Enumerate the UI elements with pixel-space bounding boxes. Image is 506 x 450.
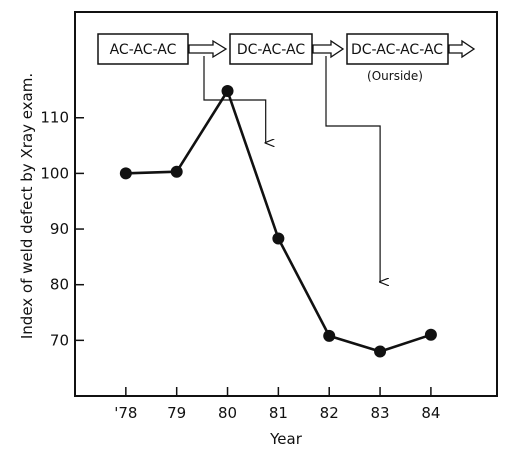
x-tick-label: 80 (218, 404, 237, 422)
y-tick-label: 70 (50, 331, 69, 349)
process-arrow-3-icon (448, 39, 476, 59)
plot-frame (74, 11, 498, 397)
series-weld-defect-index (119, 85, 437, 358)
y-ticks: 70 80 90 100 110 (40, 109, 84, 349)
x-ticks: '78 79 80 81 82 83 84 (114, 387, 440, 422)
leader-arrow-1-icon (203, 56, 266, 143)
process-box-2-label: DC-AC-AC (237, 42, 305, 58)
y-axis-label: Index of weld defect by Xray exam. (18, 73, 36, 339)
x-tick-label: 82 (320, 404, 339, 422)
x-axis-label: Year (269, 430, 303, 448)
data-point (424, 328, 437, 341)
y-tick-label: 100 (40, 164, 69, 182)
x-tick-label: 84 (421, 404, 440, 422)
process-arrow-2-icon (312, 39, 345, 59)
process-box-3: DC-AC-AC-AC (346, 33, 449, 65)
data-point (323, 329, 336, 342)
series-line (125, 89, 432, 353)
leader-arrow-2-icon (325, 56, 380, 282)
data-point (272, 232, 285, 245)
y-tick-label: 90 (50, 220, 69, 238)
x-tick-label: 83 (371, 404, 390, 422)
x-tick-label: 79 (167, 404, 186, 422)
data-point (374, 345, 387, 358)
process-box-1-label: AC-AC-AC (110, 42, 177, 58)
x-tick-label: '78 (114, 404, 137, 422)
data-point (119, 167, 132, 180)
process-box-3-label: DC-AC-AC-AC (351, 42, 443, 58)
process-arrow-1-icon (188, 39, 228, 59)
process-box-2: DC-AC-AC (229, 33, 313, 65)
y-tick-label: 110 (40, 109, 69, 127)
data-point (170, 165, 183, 178)
process-box-3-note: (Ourside) (367, 69, 423, 83)
process-box-1: AC-AC-AC (97, 33, 189, 65)
data-point (221, 85, 234, 98)
x-tick-label: 81 (269, 404, 288, 422)
y-tick-label: 80 (50, 276, 69, 294)
